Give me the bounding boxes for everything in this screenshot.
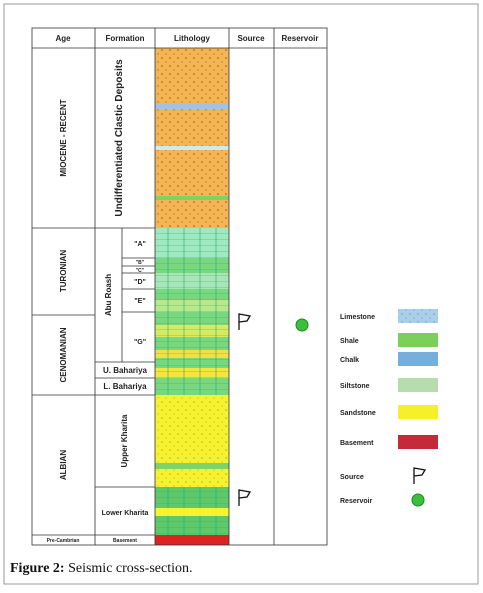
- header: Source: [237, 34, 265, 43]
- formation: Upper Kharita: [120, 414, 129, 467]
- legend-reservoir: [411, 493, 425, 507]
- legend-label: Limestone: [340, 314, 375, 321]
- legend-label: Shale: [340, 338, 359, 345]
- formation: L. Bahariya: [103, 382, 147, 391]
- grid: [31, 27, 328, 546]
- header: Formation: [105, 34, 144, 43]
- legend-label: Chalk: [340, 357, 359, 364]
- formation: Basement: [113, 538, 137, 544]
- header: Reservoir: [282, 34, 319, 43]
- caption: Figure 2: Seismic cross-section.: [10, 561, 193, 576]
- caption-label: Figure 2:: [10, 561, 65, 576]
- age: TURONIAN: [59, 250, 68, 292]
- header: Lithology: [174, 34, 211, 43]
- legend-label: Sandstone: [340, 410, 376, 417]
- legend-label: Siltstone: [340, 383, 370, 390]
- member: "A": [134, 241, 146, 248]
- age: CENOMANIAN: [59, 327, 68, 382]
- member: "E": [134, 298, 145, 305]
- frame: [3, 3, 479, 585]
- age: Pre-Cambrian: [47, 538, 80, 544]
- legend-label: Reservoir: [340, 498, 373, 505]
- formation: Undifferentiated Clastic Deposits: [114, 59, 125, 217]
- formation: U. Bahariya: [103, 366, 148, 375]
- header: Age: [55, 34, 71, 43]
- formation: Lower Kharita: [102, 510, 149, 517]
- legend-label: Basement: [340, 440, 374, 447]
- source-flags: [238, 313, 427, 506]
- reservoir-marker: [295, 318, 309, 332]
- age: ALBIAN: [59, 450, 68, 480]
- legend-label: Source: [340, 474, 364, 481]
- member: "G": [134, 339, 146, 346]
- age: MIOCENE - RECENT: [59, 99, 68, 176]
- lithology: [155, 48, 229, 545]
- member: "D": [134, 279, 146, 286]
- caption-text: Seismic cross-section.: [68, 561, 192, 576]
- member: "C": [136, 268, 145, 274]
- legend-swatches: [398, 309, 438, 449]
- formation: Abu Roash: [104, 274, 113, 316]
- member: "B": [136, 260, 145, 266]
